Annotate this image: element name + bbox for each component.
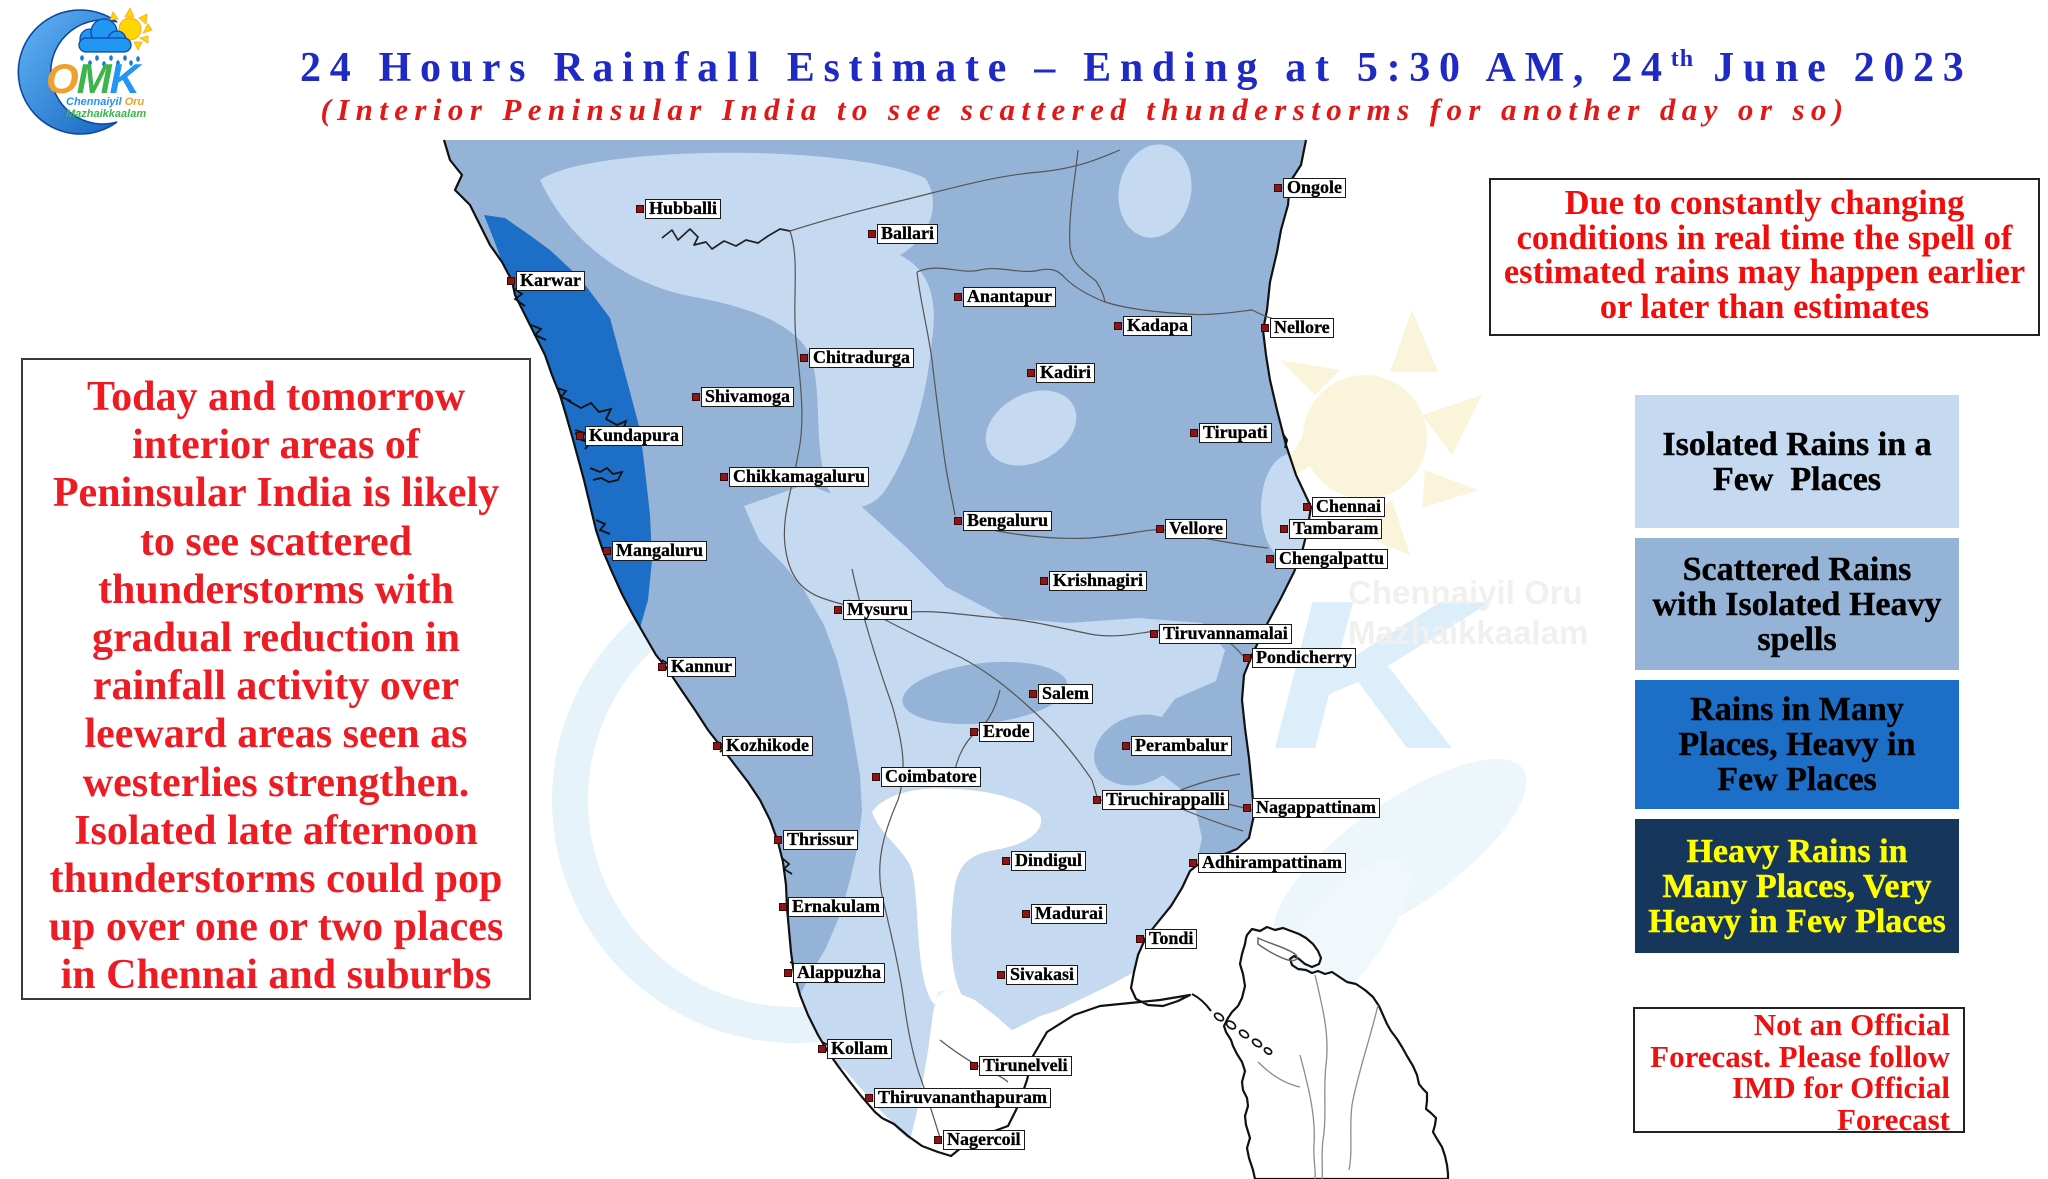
svg-text:Mazhaikkaalam: Mazhaikkaalam (1348, 614, 1588, 651)
svg-text:Chennaiyil Oru: Chennaiyil Oru (66, 96, 145, 108)
svg-text:Chennaiyil Oru: Chennaiyil Oru (1348, 574, 1583, 611)
svg-text:K: K (1270, 556, 1492, 793)
svg-text:OMK: OMK (46, 55, 143, 102)
svg-text:Mazhaikkaalam: Mazhaikkaalam (66, 108, 146, 120)
